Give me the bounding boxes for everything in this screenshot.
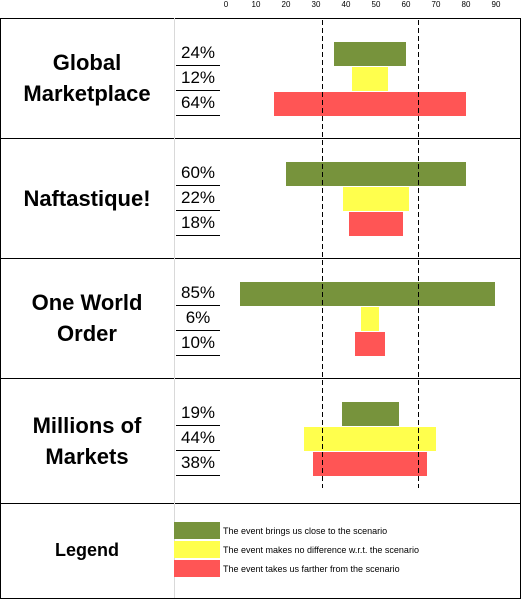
scenario-name-line: Global: [52, 50, 122, 75]
scenario-name-line: Markets: [45, 443, 129, 469]
scenario-name: Global Marketplace: [0, 18, 174, 138]
chart-bar: [349, 212, 403, 236]
scenario-name-lines: Naftastique!: [23, 183, 150, 214]
scenario-name-line: Naftastique!: [23, 185, 151, 211]
legend-label: The event brings us close to the scenari…: [223, 526, 388, 536]
percentage-label: 60%: [176, 161, 220, 186]
legend-swatch: [174, 541, 220, 558]
chart-bar: [355, 332, 385, 356]
axis-tick-label: 70: [431, 0, 441, 9]
chart-bar: [274, 92, 466, 116]
legend-label: The event takes us farther from the scen…: [223, 564, 400, 574]
chart-bar: [286, 162, 466, 186]
scenario-name-lines: Millions of Markets: [33, 410, 142, 472]
axis-tick-label: 20: [281, 0, 291, 9]
scenario-name-line: Order: [57, 321, 117, 346]
chart-bar: [304, 427, 436, 451]
axis-tick-label: 80: [461, 0, 471, 9]
percentage-label: 24%: [176, 41, 220, 66]
percentage-label: 19%: [176, 401, 220, 426]
percentage-label: 18%: [176, 211, 220, 236]
percentage-label: 85%: [176, 281, 220, 306]
percentage-label: 64%: [176, 91, 220, 116]
chart-bar: [239, 282, 495, 306]
scenario-name: Millions of Markets: [0, 378, 174, 503]
chart-bar: [313, 452, 427, 476]
chart-bar: [343, 187, 409, 211]
percentage-label: 38%: [176, 451, 220, 476]
scenario-name-lines: One World Order: [32, 287, 143, 349]
scenario-name-lines: Global Marketplace: [23, 47, 150, 109]
axis-tick-label: 90: [491, 0, 501, 9]
legend-swatch: [174, 522, 220, 539]
legend-label: The event makes no difference w.r.t. the…: [223, 545, 419, 555]
scenario-name-line: Millions of: [32, 412, 142, 438]
percentage-label: 44%: [176, 426, 220, 451]
chart-bar: [334, 42, 406, 66]
chart-bar: [341, 402, 399, 426]
legend-title: Legend: [54, 540, 119, 560]
axis-tick-label: 60: [401, 0, 411, 9]
percentage-label: 6%: [176, 306, 220, 331]
percentage-label: 12%: [176, 66, 220, 91]
axis-tick-label: 0: [223, 0, 229, 9]
percentage-label: 22%: [176, 186, 220, 211]
axis-tick-label: 30: [311, 0, 321, 9]
scenario-name-line: One World: [31, 290, 143, 315]
axis-tick-label: 40: [341, 0, 351, 9]
axis-tick-label: 50: [371, 0, 381, 9]
axis-tick-label: 10: [251, 0, 261, 9]
scenario-name: Naftastique!: [0, 138, 174, 258]
chart-bar: [352, 67, 388, 91]
scenario-name: One World Order: [0, 258, 174, 378]
legend-swatch: [174, 560, 220, 577]
chart-bar: [361, 307, 379, 331]
percentage-label: 10%: [176, 331, 220, 356]
scenario-name-line: Marketplace: [23, 81, 151, 106]
